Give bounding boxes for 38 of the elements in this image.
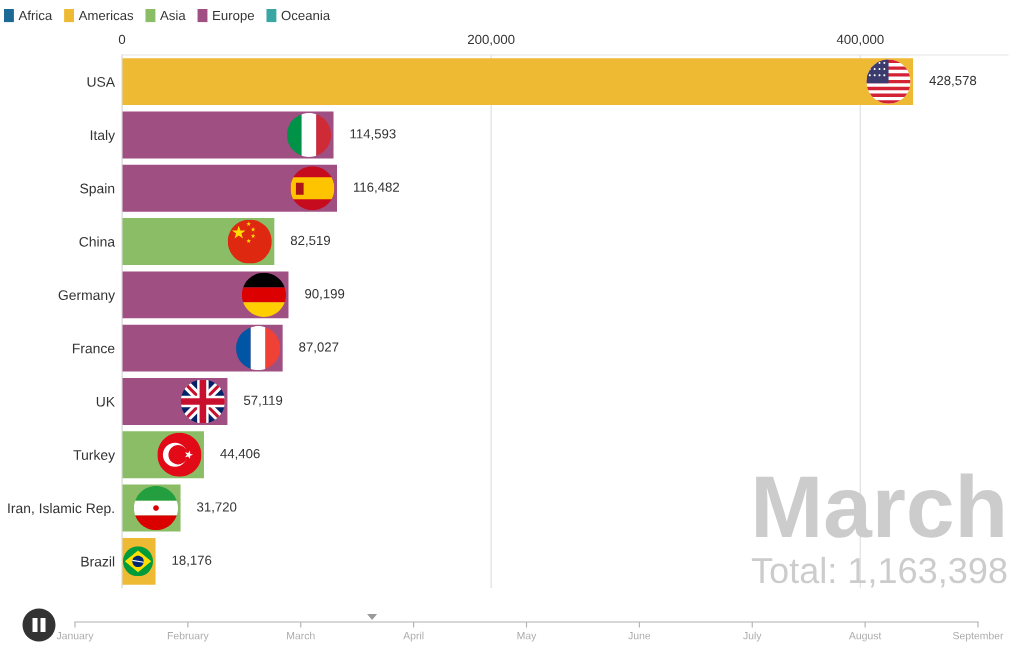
category-label: February [167, 631, 209, 642]
y-tick-label: UK [96, 396, 115, 407]
legend-label: Americas [78, 10, 134, 21]
y-tick-label: Brazil [81, 556, 115, 567]
legend-label: Europe [213, 10, 255, 23]
y-tick-label: Iran, Islamic Rep. [8, 503, 114, 516]
legend-label: Oceania [281, 10, 331, 21]
category-label: July [743, 631, 762, 642]
data-label: 82,519 [290, 235, 331, 247]
data-label: 31,720 [197, 502, 237, 514]
legend-label: Africa [18, 10, 53, 21]
category-label: September [953, 631, 1004, 642]
legend-label: Asia [160, 10, 186, 21]
y-tick-label: China [79, 236, 116, 247]
category-label: April [403, 631, 424, 642]
x-tick-label: 0 [118, 34, 126, 45]
category-label: March [287, 631, 315, 640]
y-tick-label: Spain [80, 183, 115, 197]
data-label: 44,406 [220, 448, 260, 460]
x-tick-label: 400,000 [836, 34, 884, 46]
data-label: 90,199 [305, 289, 345, 300]
data-label: 114,593 [350, 129, 396, 141]
y-tick-label: France [72, 343, 115, 354]
category-label: June [628, 632, 651, 640]
category-label: May [517, 632, 537, 642]
y-tick-label: Turkey [73, 449, 116, 463]
x-tick-label: 200,000 [467, 34, 515, 46]
y-tick-label: USA [87, 76, 116, 87]
category-label: August [848, 632, 882, 642]
data-label: 116,482 [353, 182, 400, 194]
category-label: January [56, 632, 94, 642]
data-label: 428,578 [929, 75, 977, 87]
data-label: 18,176 [172, 555, 212, 567]
bar [122, 58, 914, 106]
data-label: 87,027 [299, 342, 339, 354]
data-label: 57,119 [243, 395, 283, 407]
y-tick-label: Italy [90, 129, 116, 143]
y-tick-label: Germany [58, 290, 116, 303]
